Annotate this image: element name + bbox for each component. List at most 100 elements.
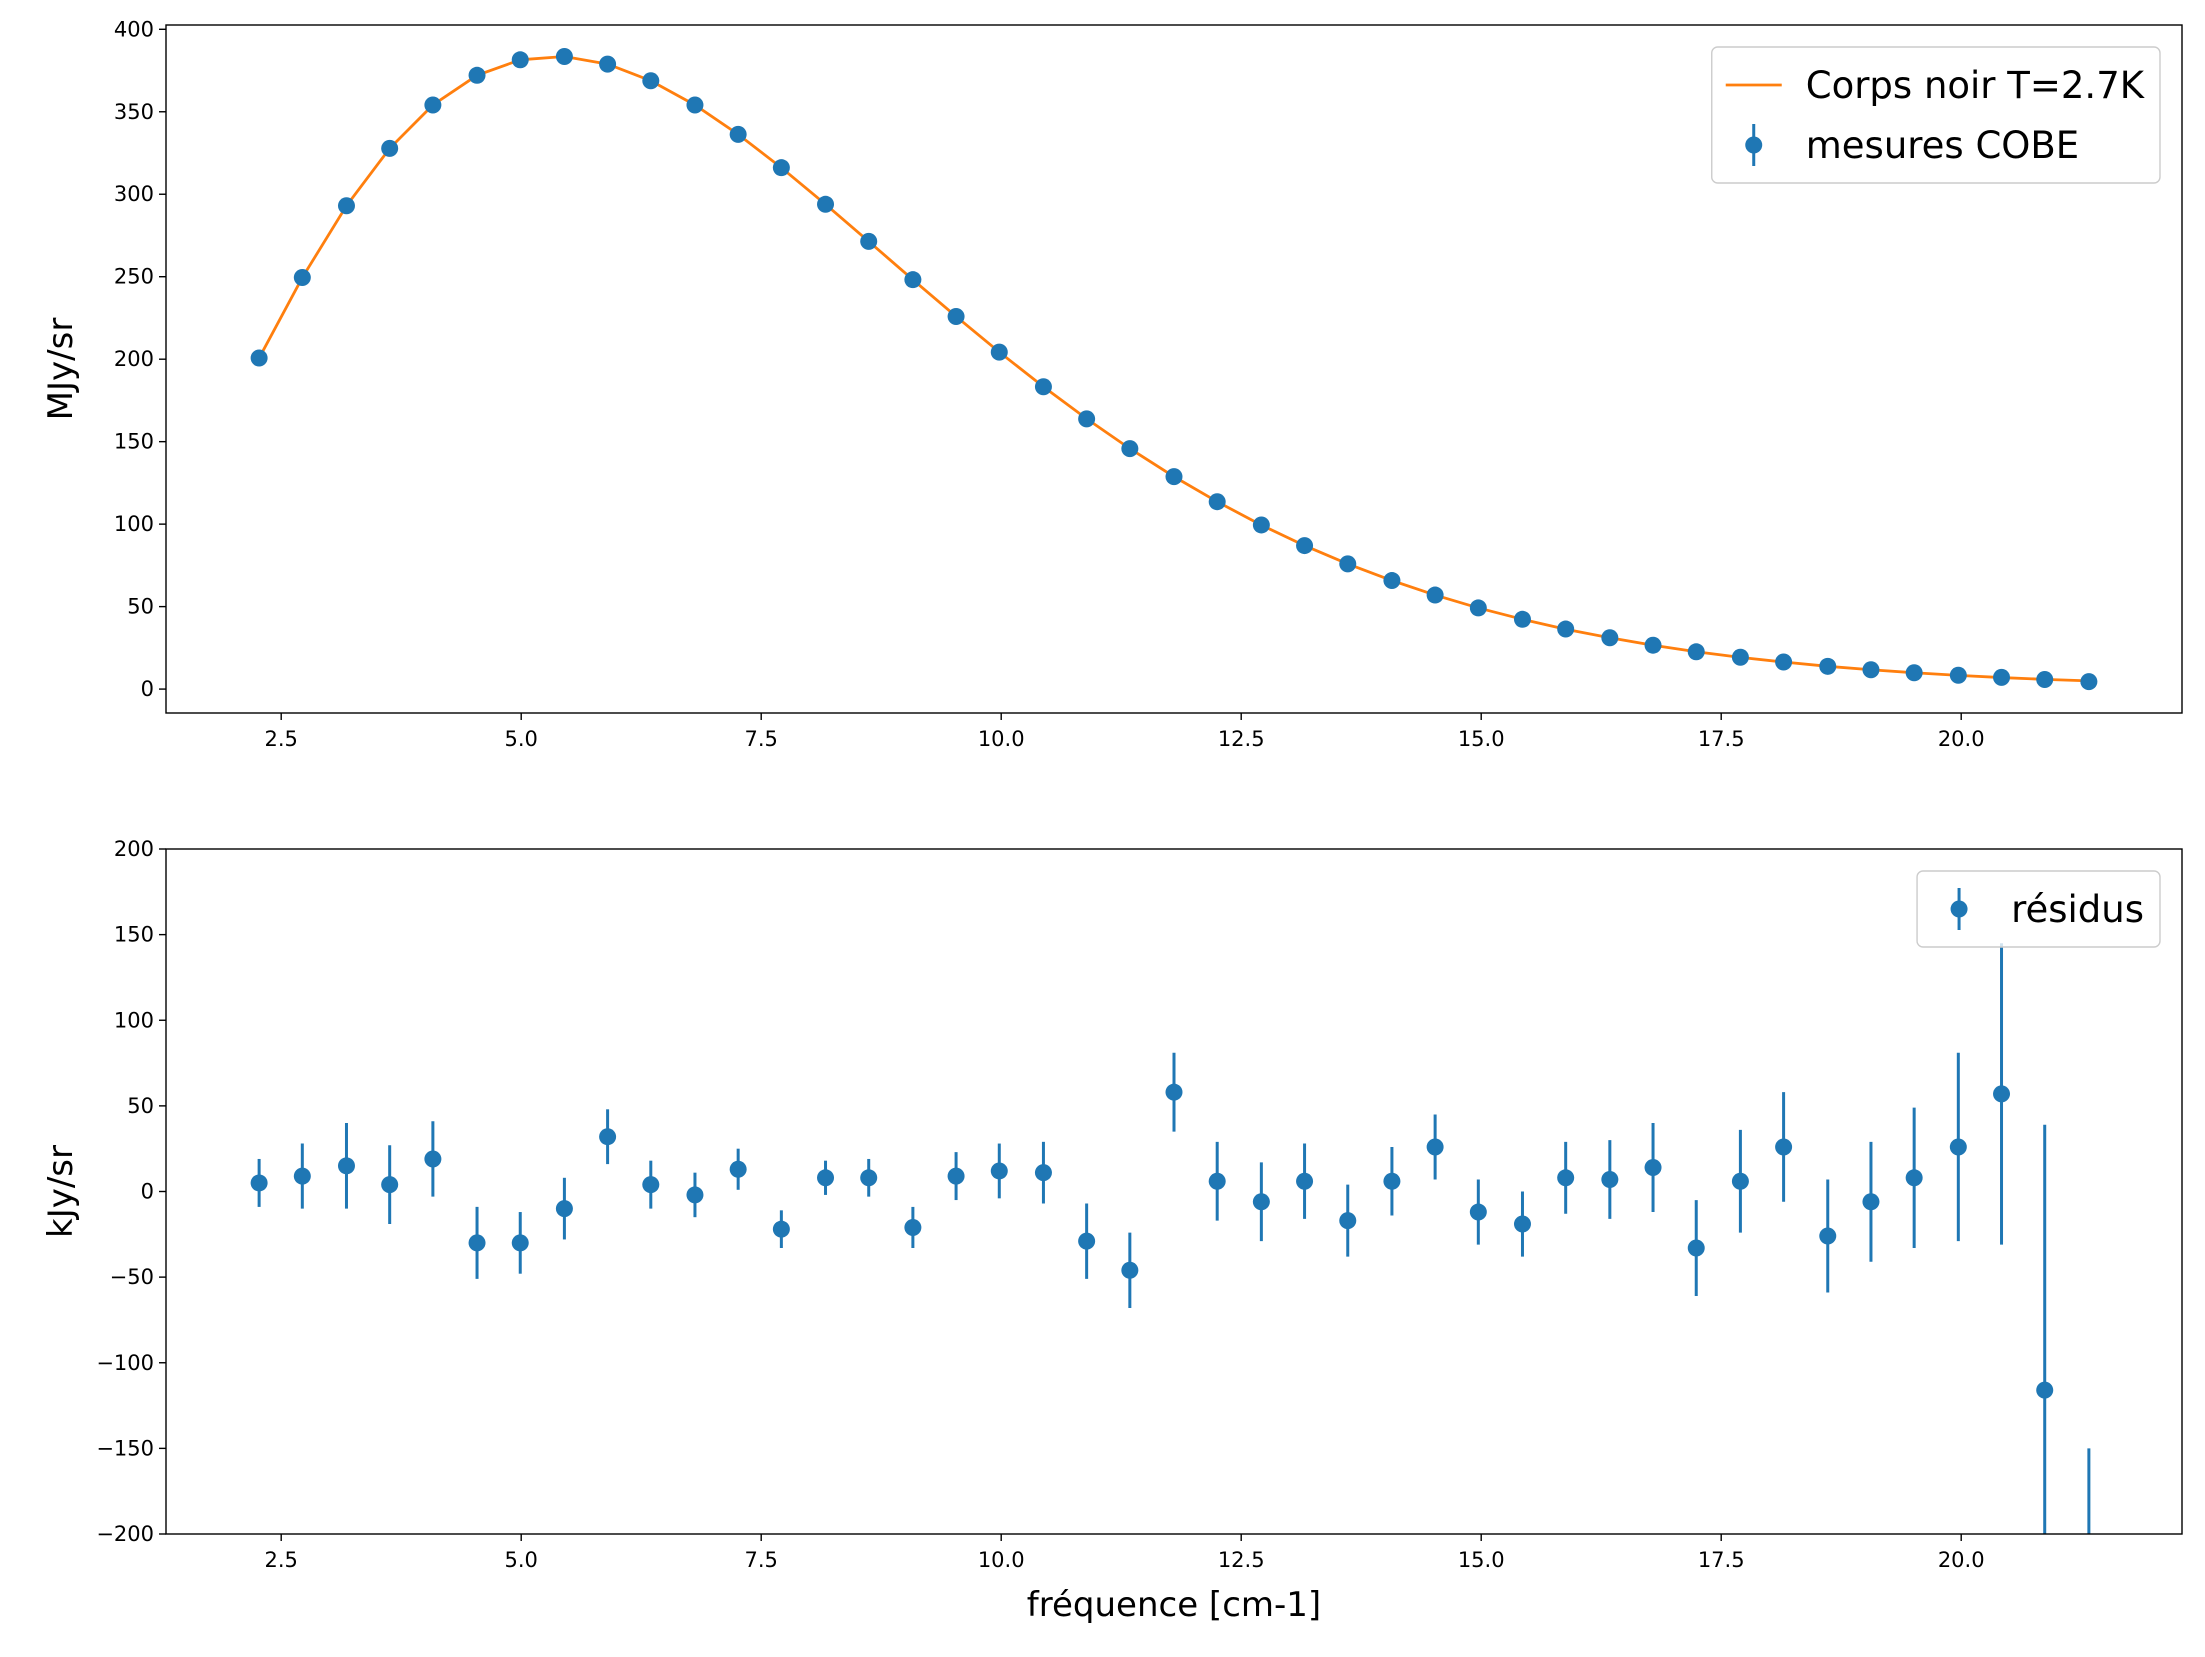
data-point <box>860 232 878 250</box>
legend: Corps noir T=2.7K mesures COBE <box>1711 46 2161 184</box>
plot-area <box>250 943 2091 1534</box>
data-point <box>293 1167 311 1185</box>
y-tick-label: 250 <box>114 265 154 289</box>
data-point <box>1034 1164 1052 1182</box>
data-point <box>2036 671 2054 689</box>
legend-label: mesures COBE <box>1806 124 2079 167</box>
axes-frame <box>165 848 2183 1535</box>
y-tick-label: 0 <box>141 1180 154 1204</box>
x-tick-label: 5.0 <box>504 1548 537 1572</box>
legend-frame <box>1916 870 2161 948</box>
data-point <box>1208 1172 1226 1190</box>
data-point <box>1993 668 2011 686</box>
data-point <box>947 307 965 325</box>
data-point <box>990 343 1008 361</box>
data-point <box>1687 643 1705 661</box>
data-point <box>337 197 355 215</box>
subplot: 2.5 5.0 7.5 10.0 12.5 15.0 17.5 20.0 0 50 100 150 20… <box>41 17 2183 751</box>
y-tick-label: 0 <box>141 677 154 701</box>
data-point <box>729 1160 747 1178</box>
data-point <box>2036 1381 2054 1399</box>
data-point <box>1208 493 1226 511</box>
data-point <box>1034 378 1052 396</box>
data-point <box>1383 1172 1401 1190</box>
x-tick-label: 2.5 <box>264 727 297 751</box>
data-point <box>1121 440 1139 458</box>
data-point <box>293 269 311 287</box>
y-tick-label: −150 <box>96 1436 154 1460</box>
y-tick-label: 300 <box>114 182 154 206</box>
x-tick-label: 15.0 <box>1458 727 1505 751</box>
data-point <box>1469 599 1487 617</box>
x-tick-label: 20.0 <box>1938 1548 1985 1572</box>
data-point <box>1121 1261 1139 1279</box>
data-point <box>424 1150 442 1168</box>
data-point <box>1601 1171 1619 1189</box>
y-tick-label: 50 <box>127 595 154 619</box>
y-tick-label: 150 <box>114 923 154 947</box>
data-point <box>1687 1239 1705 1257</box>
data-point <box>1731 1172 1749 1190</box>
x-tick-label: 7.5 <box>744 727 777 751</box>
data-point <box>1949 666 1967 684</box>
data-point <box>1819 657 1837 675</box>
data-point <box>1513 610 1531 628</box>
data-point <box>250 1174 268 1192</box>
data-point <box>904 271 922 289</box>
data-point <box>1165 468 1183 486</box>
x-tick-label: 15.0 <box>1458 1548 1505 1572</box>
axes-frame <box>165 24 2183 714</box>
y-tick-label: −100 <box>96 1351 154 1375</box>
data-point <box>424 96 442 114</box>
data-point <box>2080 673 2098 691</box>
data-point <box>772 159 790 177</box>
x-tick-label: 2.5 <box>264 1548 297 1572</box>
y-tick-label: −200 <box>96 1522 154 1546</box>
data-point <box>1426 1138 1444 1156</box>
data-point <box>1252 1193 1270 1211</box>
data-point <box>337 1157 355 1175</box>
x-axis-label: fréquence [cm-1] <box>1027 1585 1321 1625</box>
data-point <box>642 72 660 90</box>
y-tick-label: 150 <box>114 430 154 454</box>
data-point <box>381 1176 399 1194</box>
y-axis-label: MJy/sr <box>41 318 81 421</box>
x-tick-label: 17.5 <box>1698 727 1745 751</box>
data-point <box>1949 1138 1967 1156</box>
plot-area <box>250 48 2098 691</box>
data-point <box>1339 555 1357 573</box>
data-point <box>1296 1172 1314 1190</box>
x-tick-label: 7.5 <box>744 1548 777 1572</box>
x-tick-label: 12.5 <box>1218 1548 1265 1572</box>
data-point <box>555 1200 573 1218</box>
legend-swatch <box>1745 136 1763 154</box>
data-point <box>555 48 573 66</box>
legend-label: Corps noir T=2.7K <box>1806 64 2146 107</box>
data-point <box>686 1186 704 1204</box>
data-point <box>599 1128 617 1146</box>
data-point <box>817 1169 835 1187</box>
x-tick-label: 10.0 <box>978 1548 1025 1572</box>
y-tick-label: 200 <box>114 347 154 371</box>
subplot: 2.5 5.0 7.5 10.0 12.5 15.0 17.5 20.0 −200 −150 −10… <box>41 837 2183 1625</box>
data-point <box>1078 410 1096 428</box>
data-point <box>1731 648 1749 666</box>
data-point <box>511 1234 529 1252</box>
y-tick-label: 100 <box>114 512 154 536</box>
data-point <box>1862 661 1880 679</box>
x-tick-label: 12.5 <box>1218 727 1265 751</box>
data-point <box>772 1220 790 1238</box>
data-point <box>1426 586 1444 604</box>
data-point <box>250 349 268 367</box>
x-tick-label: 20.0 <box>1938 727 1985 751</box>
data-point <box>642 1176 660 1194</box>
data-point <box>1905 664 1923 682</box>
data-point <box>1905 1169 1923 1187</box>
legend: résidus <box>1916 870 2161 948</box>
data-point <box>729 125 747 143</box>
legend-label: résidus <box>2011 888 2144 931</box>
data-point <box>1644 636 1662 654</box>
data-point <box>1513 1215 1531 1233</box>
data-point <box>381 139 399 157</box>
